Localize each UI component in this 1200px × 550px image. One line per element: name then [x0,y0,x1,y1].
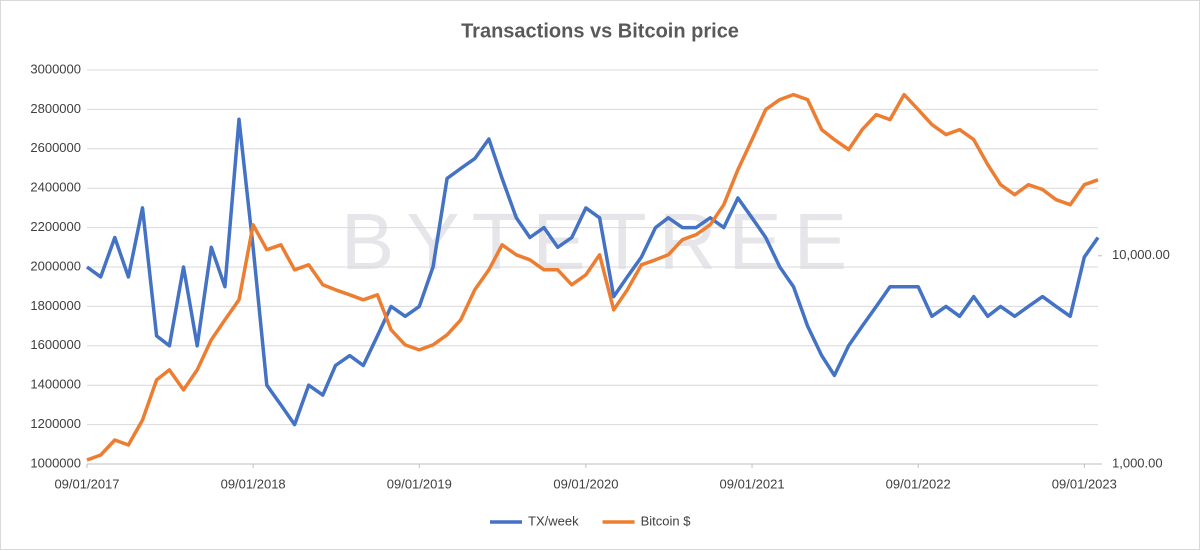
y-tick-label: 2400000 [30,180,81,195]
y-tick-label: 2600000 [30,140,81,155]
chart-title: Transactions vs Bitcoin price [461,20,739,42]
series-line [86,92,1099,462]
x-tick-label: 09/01/2020 [553,476,618,491]
y-tick-label: 2000000 [30,258,81,273]
y2-tick-label: 1,000.00 [1112,455,1163,470]
x-tick-label: 09/01/2021 [720,476,785,491]
x-tick-label: 09/01/2022 [886,476,951,491]
y-tick-label: 1200000 [30,416,81,431]
legend-label: Bitcoin $ [641,513,692,528]
y2-tick-label: 10,000.00 [1112,247,1170,262]
x-tick-label: 09/01/2019 [387,476,452,491]
series-line [85,117,1100,427]
y-tick-label: 1400000 [30,377,81,392]
x-tick-label: 09/01/2018 [221,476,286,491]
y-tick-label: 1600000 [30,337,81,352]
watermark: BYTETREE [341,197,859,286]
y-tick-label: 1800000 [30,298,81,313]
legend-label: TX/week [528,513,579,528]
x-tick-label: 09/01/2023 [1052,476,1117,491]
y-tick-label: 2200000 [30,219,81,234]
y-tick-label: 1000000 [30,455,81,470]
y-tick-label: 2800000 [30,101,81,116]
x-tick-label: 09/01/2017 [54,476,119,491]
y-tick-label: 3000000 [30,61,81,76]
